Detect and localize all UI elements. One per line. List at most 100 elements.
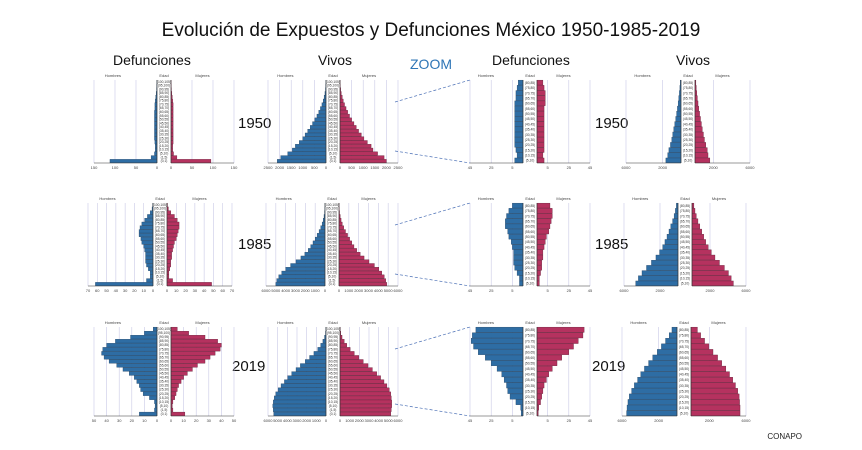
bar-men: [310, 355, 326, 359]
bar-men: [146, 260, 153, 263]
bar-men: [151, 156, 157, 159]
bar-women: [171, 351, 215, 355]
bar-women: [340, 368, 372, 372]
age-group-label: (60,65): [679, 350, 689, 354]
bar-women: [695, 116, 701, 121]
bar-men: [515, 127, 523, 132]
x-tick-label: 4000: [281, 288, 291, 293]
age-group-label: (15,20): [327, 267, 337, 271]
bar-men: [308, 129, 326, 132]
bar-women: [537, 361, 557, 366]
bar-men: [154, 400, 157, 404]
bar-men: [669, 148, 681, 153]
bar-women: [695, 96, 697, 101]
bar-men: [474, 344, 523, 349]
x-tick-label: 0: [338, 288, 341, 293]
x-tick-label: 25: [567, 288, 572, 293]
age-group-label: (50,55): [679, 362, 689, 366]
age-group-label: (45,50): [328, 121, 338, 125]
x-tick-label: 1000: [344, 288, 354, 293]
x-tick-label: 40: [219, 418, 224, 423]
age-group-label: (60,65): [155, 233, 165, 237]
x-tick-label: 2000: [706, 288, 716, 293]
age-group-label: (40,45): [683, 122, 693, 126]
age-group-label: (50,55): [327, 241, 337, 245]
bar-women: [691, 366, 726, 371]
pyramid-1985-0: 70 60 50 40 30 20 10 10 20 30 40 50 60 700 0Hombres Eda…: [86, 196, 235, 293]
bar-men: [282, 271, 325, 274]
women-header: Mujeres: [195, 320, 209, 325]
bar-women: [340, 141, 367, 144]
bar-men: [675, 122, 681, 127]
age-header: Edad: [327, 196, 336, 201]
bar-men: [129, 372, 157, 376]
zoom-line: [395, 404, 470, 416]
age-group-label: (20,25): [680, 266, 690, 270]
bar-men: [476, 327, 523, 332]
age-group-label: (50,55): [159, 367, 169, 371]
bar-men: [521, 405, 523, 410]
bar-women: [171, 339, 218, 343]
bar-men: [288, 376, 326, 380]
age-group-label: (0,1): [157, 282, 164, 286]
bar-men: [278, 388, 326, 392]
bar-women: [340, 99, 343, 102]
bar-men: [674, 127, 681, 132]
bar-women: [171, 376, 184, 380]
bar-men: [317, 114, 326, 117]
x-tick-label: 6000: [394, 418, 404, 423]
bar-men: [512, 203, 523, 208]
bar-men: [627, 405, 677, 410]
age-group-label: (50,55): [525, 235, 535, 239]
bar-women: [339, 245, 354, 248]
age-group-label: (40,45): [525, 373, 535, 377]
age-group-label: (45,50): [683, 117, 693, 121]
bar-women: [340, 355, 359, 359]
x-tick-label: 10: [174, 288, 179, 293]
bar-women: [695, 142, 706, 147]
bar-women: [537, 137, 544, 142]
bar-women: [339, 252, 360, 255]
age-group-label: (15,20): [328, 396, 338, 400]
bar-men: [321, 343, 326, 347]
bar-women: [339, 222, 342, 225]
bar-men: [515, 142, 523, 147]
bar-men: [656, 255, 678, 260]
age-group-label: (55,60): [679, 356, 689, 360]
bar-men: [147, 279, 154, 282]
bar-men: [154, 408, 157, 412]
age-group-label: (50,55): [159, 118, 169, 122]
bar-women: [692, 276, 731, 281]
bar-men: [286, 267, 325, 270]
bar-women: [171, 156, 177, 159]
bar-men: [638, 276, 678, 281]
x-tick-label: 50: [211, 288, 216, 293]
bar-women: [339, 248, 357, 251]
x-tick-label: 6000: [394, 288, 404, 293]
bar-men: [131, 335, 157, 339]
x-tick-label: 2000: [654, 418, 664, 423]
age-group-label: (25,30): [155, 259, 165, 263]
age-group-label: (30,35): [683, 133, 693, 137]
bar-women: [340, 133, 361, 136]
women-header: Mujeres: [711, 320, 725, 325]
x-tick-label: 25: [489, 165, 494, 170]
bar-men: [317, 233, 325, 236]
bar-men: [323, 339, 326, 343]
bar-women: [692, 239, 706, 244]
age-group-label: (35,40): [683, 128, 693, 132]
x-tick-label: 20: [194, 418, 199, 423]
bar-men: [628, 399, 677, 404]
bar-men: [485, 355, 523, 360]
age-group-label: (10,15): [680, 277, 690, 281]
bar-women: [340, 343, 347, 347]
bar-men: [315, 237, 325, 240]
x-tick-label: 3000: [364, 288, 374, 293]
bar-men: [145, 248, 153, 251]
bar-men: [311, 245, 325, 248]
bar-women: [537, 148, 544, 153]
age-header: Edad: [525, 73, 534, 78]
age-group-label: (65,70): [683, 96, 693, 100]
bar-women: [171, 412, 185, 416]
age-group-label: (90,95): [159, 335, 169, 339]
